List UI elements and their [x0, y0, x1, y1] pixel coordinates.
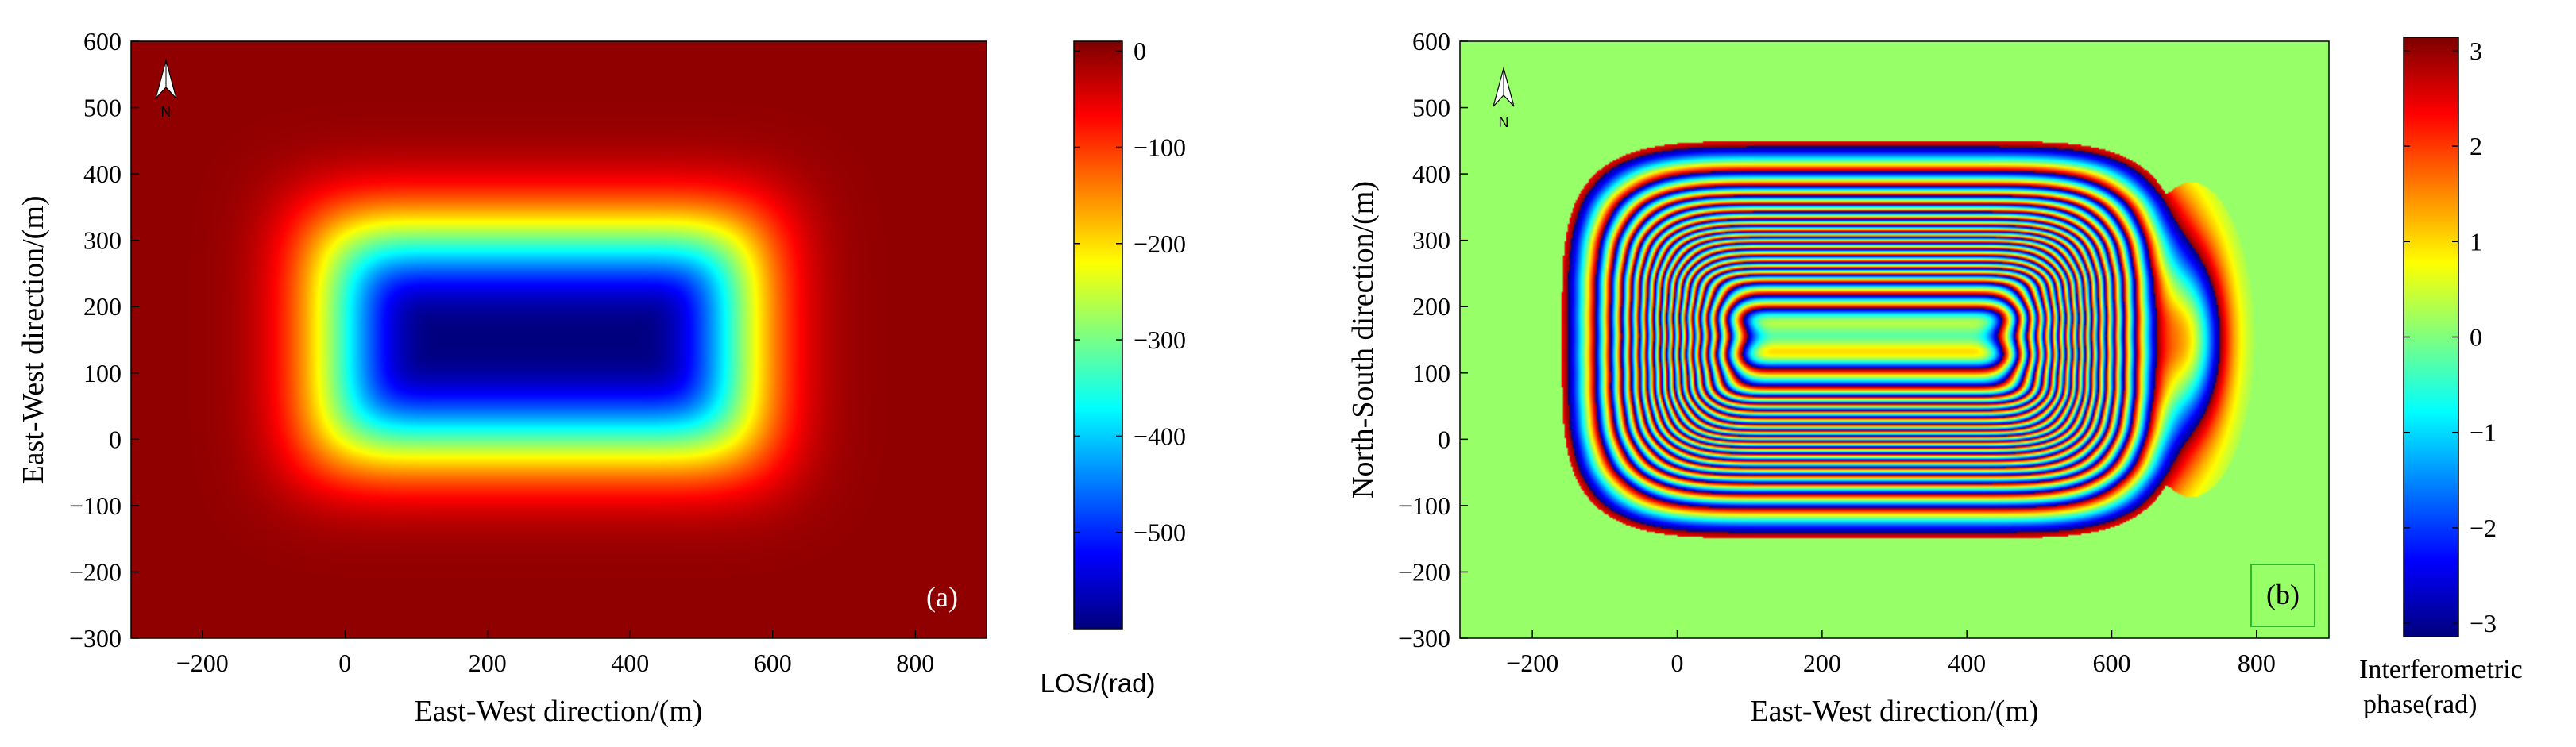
y-tick-label: 600: [83, 27, 122, 56]
colorbar-tick-label: −400: [1134, 422, 1186, 450]
x-tick-label: 600: [2093, 649, 2131, 677]
x-tick-label: 800: [2238, 649, 2276, 677]
y-tick-label: 100: [1412, 359, 1450, 387]
x-tick-label: −200: [1506, 649, 1558, 677]
y-tick-label: 200: [1412, 292, 1450, 321]
colorbar-tick-label: 1: [2470, 227, 2482, 256]
y-tick-label: −200: [1398, 557, 1450, 586]
x-tick-label: 200: [1803, 649, 1841, 677]
phase-heatmap: [1460, 41, 2329, 638]
y-tick-label: 0: [109, 425, 122, 453]
colorbar-tick-label: 0: [1134, 37, 1146, 65]
north-arrow-icon: N: [1493, 66, 1515, 130]
y-tick-label: 500: [1412, 94, 1450, 122]
y-tick-label: 600: [1412, 27, 1450, 56]
x-tick-label: 0: [338, 649, 351, 677]
y-tick-label: 300: [1412, 226, 1450, 255]
x-tick-label: 400: [1948, 649, 1986, 677]
y-tick-label: 500: [83, 94, 122, 122]
y-tick-label: 100: [83, 359, 122, 387]
colorbar-tick-label: −300: [1134, 325, 1186, 354]
x-axis-label: East-West direction/(m): [414, 695, 702, 728]
colorbar-tick-label: −3: [2470, 609, 2497, 637]
x-tick-label: 800: [896, 649, 934, 677]
colorbar-label: LOS/(rad): [1041, 668, 1156, 698]
panel-label: (b): [2266, 579, 2300, 610]
x-tick-label: −200: [176, 649, 229, 677]
colorbar-ticks: 0 −100 −200 −300 −400 −500: [1074, 37, 1186, 547]
x-tick-label: 0: [1671, 649, 1684, 677]
north-label: N: [1499, 114, 1509, 130]
y-tick-label: 400: [83, 160, 122, 188]
y-tick-label: −300: [69, 624, 122, 653]
panel-b: −200 0 200 400 600 800 −300 −200 −100 0 100 200 300 4…: [1346, 27, 2523, 728]
colorbar-tick-label: −100: [1134, 133, 1186, 161]
y-tick-label: 0: [1438, 425, 1450, 453]
x-tick-label: 600: [754, 649, 792, 677]
colorbar-tick-label: 0: [2470, 323, 2482, 352]
y-axis-label: East-West direction/(m): [17, 195, 50, 483]
y-tick-label: 400: [1412, 160, 1450, 188]
colorbar: [1074, 41, 1122, 629]
axis-ticks: −200 0 200 400 600 800 −300 −200 −100 0 100 200 300 4…: [1398, 27, 2276, 677]
north-label: N: [161, 104, 172, 120]
colorbar-label-line2: phase(rad): [2363, 690, 2477, 719]
north-arrow-icon: N: [155, 58, 177, 120]
colorbar: [2404, 37, 2458, 637]
x-axis-label: East-West direction/(m): [1750, 695, 2038, 728]
colorbar-tick-label: −200: [1134, 229, 1186, 258]
y-axis-label: North-South direction/(m): [1346, 181, 1380, 499]
y-tick-label: 200: [83, 292, 122, 321]
colorbar-tick-label: −2: [2470, 514, 2497, 542]
colorbar-tick-label: 2: [2470, 132, 2482, 160]
y-tick-label: −100: [1398, 491, 1450, 520]
colorbar-tick-label: −500: [1134, 518, 1186, 547]
colorbar-frame: [1073, 40, 1123, 630]
los-heatmap: [131, 41, 987, 638]
x-tick-label: 400: [611, 649, 649, 677]
y-tick-label: −200: [69, 557, 122, 586]
panel-label: (a): [926, 581, 958, 613]
y-tick-label: 300: [83, 226, 122, 255]
y-tick-label: −100: [69, 491, 122, 520]
axis-ticks: −200 0 200 400 600 800 −300 −200 −100 0 100 200 300 4…: [69, 27, 934, 677]
plot-frame: [130, 40, 987, 639]
colorbar-tick-label: 3: [2470, 37, 2482, 65]
plot-frame: [1459, 40, 2330, 639]
panel-a: −200 0 200 400 600 800 −300 −200 −100 0 100 200 300 4…: [17, 27, 1186, 728]
colorbar-tick-label: −1: [2470, 418, 2497, 447]
colorbar-label-line1: Interferometric: [2359, 655, 2523, 684]
y-tick-label: −300: [1398, 624, 1450, 653]
x-tick-label: 200: [469, 649, 507, 677]
colorbar-ticks: 3 2 1 0 −1 −2 −3: [2404, 37, 2497, 637]
panel-label-box: [2250, 564, 2315, 627]
